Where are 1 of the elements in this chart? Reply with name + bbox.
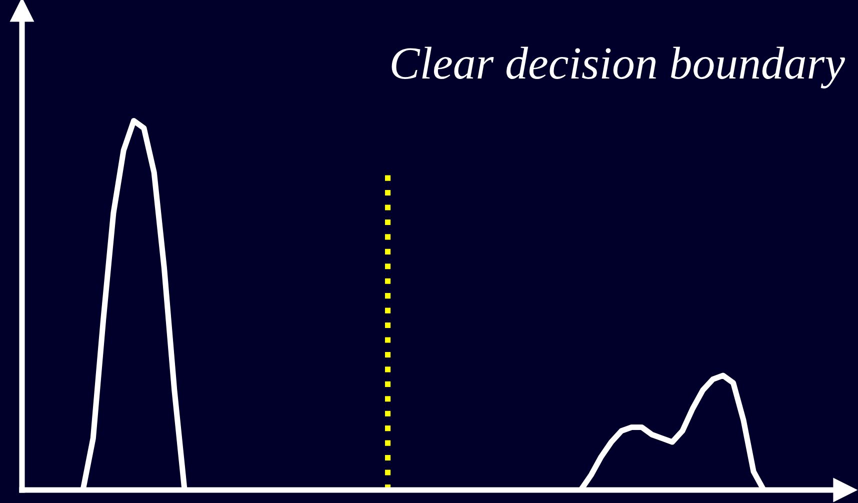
chart-title: Clear decision boundary (392, 46, 846, 88)
